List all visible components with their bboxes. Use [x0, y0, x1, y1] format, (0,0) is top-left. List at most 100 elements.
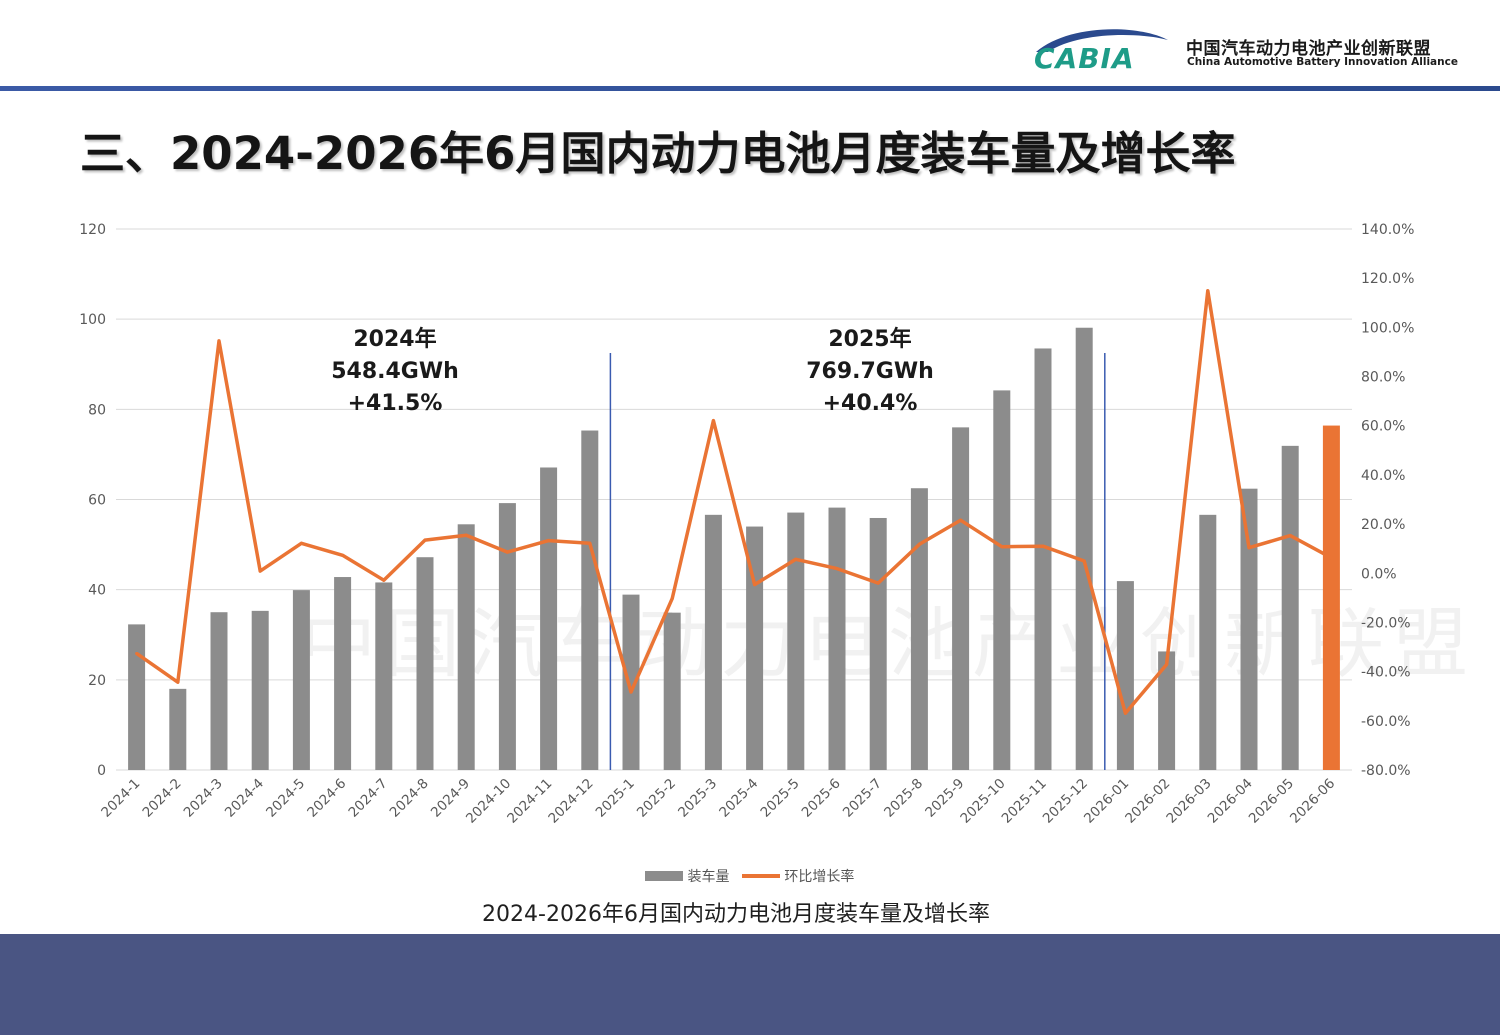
- x-tick-label: 2024-8: [387, 776, 432, 821]
- chart-legend: 装车量 环比增长率: [645, 866, 854, 886]
- y-right-tick-label: 80.0%: [1361, 370, 1405, 386]
- chart-caption: 2024-2026年6月国内动力电池月度装车量及增长率: [482, 902, 990, 927]
- growth-point: [917, 542, 921, 546]
- org-name-cn: 中国汽车动力电池产业创新联盟: [1186, 39, 1431, 59]
- x-tick-label: 2025-5: [757, 776, 802, 821]
- legend-line-label: 环比增长率: [784, 869, 855, 885]
- cabia-logo: CABIA: [1034, 29, 1168, 74]
- y-right-tick-label: 0.0%: [1361, 566, 1397, 582]
- x-tick-label: 2025-4: [716, 776, 761, 821]
- y-left-tick-label: 80: [88, 402, 106, 418]
- page-title: 三、2024-2026年6月国内动力电池月度装车量及增长率: [80, 127, 1236, 180]
- growth-point: [299, 541, 303, 545]
- x-tick-label: 2024-5: [263, 776, 308, 821]
- bar: [210, 612, 228, 770]
- y-left-tick-label: 0: [97, 763, 106, 779]
- growth-line: [135, 288, 1333, 715]
- x-tick-label: 2026-06: [1287, 776, 1338, 827]
- bar: [746, 526, 764, 770]
- bar: [540, 467, 558, 770]
- y-right-tick-label: 40.0%: [1361, 468, 1405, 484]
- bar: [292, 590, 310, 770]
- bar: [622, 594, 640, 770]
- x-tick-label: 2025-8: [881, 776, 926, 821]
- growth-point: [753, 583, 757, 587]
- y-right-tick-label: -60.0%: [1361, 714, 1411, 730]
- bar: [169, 688, 187, 770]
- x-tick-label: 2025-6: [799, 776, 844, 821]
- growth-point: [876, 581, 880, 585]
- growth-point: [1329, 556, 1333, 560]
- bar: [251, 610, 269, 770]
- bar: [581, 430, 599, 770]
- bar: [1158, 651, 1176, 770]
- bar: [1240, 488, 1258, 770]
- y-left-tick-label: 20: [88, 673, 106, 689]
- growth-point: [217, 339, 221, 343]
- growth-point: [959, 518, 963, 522]
- growth-point: [588, 541, 592, 545]
- annotation-2024-year: 2024年: [353, 327, 437, 352]
- annotation-2025-growth: +40.4%: [822, 391, 918, 416]
- growth-point: [1206, 289, 1210, 293]
- bar: [498, 503, 516, 770]
- legend-bar-label: 装车量: [687, 869, 730, 885]
- bar: [787, 512, 805, 770]
- bar: [828, 507, 846, 770]
- bar: [334, 577, 352, 770]
- bar: [416, 557, 434, 770]
- bar: [993, 390, 1011, 770]
- growth-point: [341, 553, 345, 557]
- growth-point: [1247, 546, 1251, 550]
- growth-point: [670, 597, 674, 601]
- x-tick-label: 2024-3: [181, 776, 226, 821]
- growth-point: [1000, 545, 1004, 549]
- bar: [457, 524, 475, 770]
- growth-point: [258, 569, 262, 573]
- y-right-tick-label: -80.0%: [1361, 763, 1411, 779]
- svg-text:CABIA: CABIA: [1034, 42, 1135, 74]
- header: [0, 0, 1500, 92]
- growth-point: [835, 567, 839, 571]
- annotation-2025-total: 769.7GWh: [806, 359, 934, 384]
- bar: [704, 514, 722, 770]
- y-right-tick-label: 20.0%: [1361, 517, 1405, 533]
- bar: [663, 612, 681, 770]
- x-tick-label: 2025-7: [840, 776, 885, 821]
- annotation-2025: 2025年 769.7GWh +40.4%: [795, 324, 945, 420]
- bar: [1075, 327, 1093, 770]
- bar: [952, 427, 970, 770]
- y-right-tick-label: 60.0%: [1361, 419, 1405, 435]
- legend-line-swatch: [741, 874, 780, 878]
- bar: [1199, 514, 1217, 770]
- y-right-tick-label: 120.0%: [1361, 271, 1414, 287]
- y-left-tick-label: 100: [79, 312, 106, 328]
- x-tick-label: 2024-1: [98, 776, 143, 821]
- y-right-tick-label: 100.0%: [1361, 320, 1414, 336]
- org-name-en: China Automotive Battery Innovation Alli…: [1187, 56, 1458, 68]
- x-tick-label: 2024-12: [545, 776, 596, 827]
- growth-point: [629, 690, 633, 694]
- y-left-tick-label: 60: [88, 493, 106, 509]
- x-tick-label: 2024-4: [222, 776, 267, 821]
- growth-point: [505, 550, 509, 554]
- legend-bar-swatch: [645, 871, 683, 881]
- growth-point: [1165, 663, 1169, 667]
- annotation-2024-total: 548.4GWh: [331, 359, 459, 384]
- x-tick-label: 2025-2: [634, 776, 679, 821]
- footer-band: [0, 934, 1500, 1035]
- growth-point: [1123, 711, 1127, 715]
- x-tick-label: 2024-6: [304, 776, 349, 821]
- y-right-tick-label: -40.0%: [1361, 665, 1411, 681]
- y-left-tick-label: 40: [88, 583, 106, 599]
- growth-point: [711, 419, 715, 423]
- growth-point: [1288, 534, 1292, 538]
- growth-point: [464, 533, 468, 537]
- annotation-2024: 2024年 548.4GWh +41.5%: [320, 324, 470, 420]
- growth-point: [794, 557, 798, 561]
- growth-point: [176, 680, 180, 684]
- y-left-tick-label: 120: [79, 222, 106, 238]
- bar: [1322, 425, 1340, 770]
- annotation-2025-year: 2025年: [828, 327, 912, 352]
